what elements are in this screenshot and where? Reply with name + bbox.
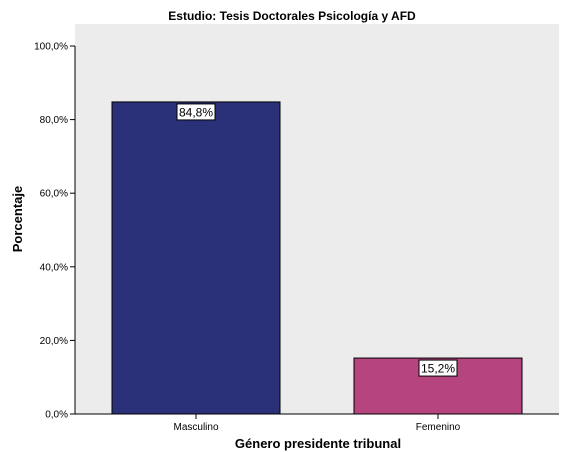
bar bbox=[111, 101, 281, 415]
data-label: 84,8% bbox=[179, 105, 213, 119]
x-tick-label: Masculino bbox=[173, 422, 218, 433]
bars: 84,8% 15,2% bbox=[111, 101, 523, 415]
y-tick-label: 0,0% bbox=[45, 410, 68, 421]
data-label-box bbox=[418, 359, 458, 377]
data-label-box bbox=[176, 103, 216, 121]
y-axis: 0,0% 20,0% 40,0% 60,0% 80,0% 100,0% bbox=[34, 42, 76, 421]
y-tick-label: 20,0% bbox=[40, 336, 68, 347]
x-axis: Masculino Femenino bbox=[75, 413, 559, 433]
y-tick-label: 80,0% bbox=[40, 115, 68, 126]
x-axis-title: Género presidente tribunal bbox=[235, 436, 401, 451]
chart-title: Estudio: Tesis Doctorales Psicología y A… bbox=[168, 9, 416, 23]
data-label: 15,2% bbox=[421, 362, 455, 376]
y-tick-label: 40,0% bbox=[40, 262, 68, 273]
x-tick-label: Femenino bbox=[416, 422, 461, 433]
y-tick-label: 60,0% bbox=[40, 189, 68, 200]
y-axis-title: Porcentaje bbox=[10, 186, 25, 252]
y-tick-label: 100,0% bbox=[34, 42, 68, 53]
